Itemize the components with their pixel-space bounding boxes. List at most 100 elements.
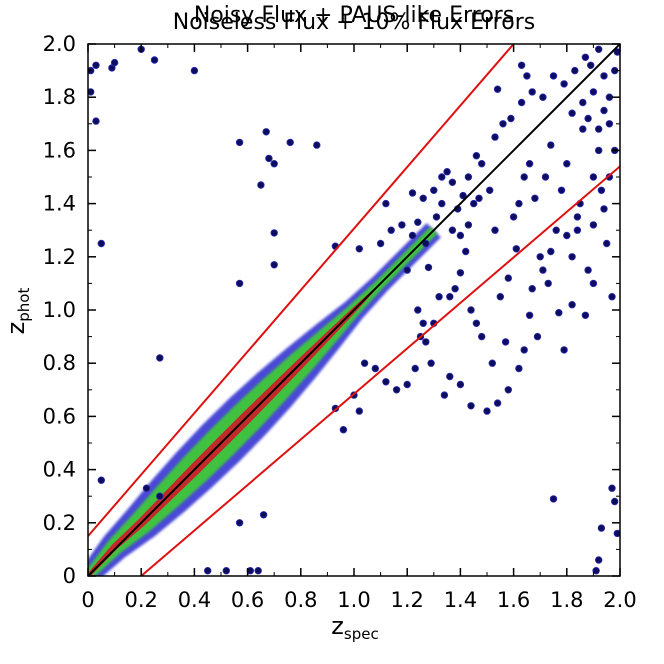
data-point [520,173,528,181]
data-point [501,338,510,346]
x-tick-label: 1.8 [550,588,583,612]
data-point [528,88,536,96]
data-point [467,402,475,410]
y-axis-label-sub: phot [15,288,33,322]
data-point [235,138,244,147]
x-tick-label: 0 [81,588,94,612]
y-tick-label: 1.4 [43,192,76,216]
data-point [355,245,363,253]
data-point [525,159,534,168]
data-point [608,484,616,492]
data-point [539,266,547,274]
data-point [589,88,598,96]
data-point [581,311,590,319]
data-point [257,181,265,189]
data-point [581,53,590,61]
data-point [595,45,603,53]
data-point [203,567,212,575]
data-point [525,311,534,319]
x-tick-label: 2.0 [603,588,636,612]
data-point [478,159,486,168]
x-axis-label-main: z [331,612,344,640]
data-point [88,88,95,96]
data-point [456,231,465,240]
data-point [584,266,592,274]
y-tick-label: 1.2 [43,245,76,269]
data-point [464,173,473,181]
data-point [464,221,473,229]
data-point [403,266,411,274]
data-point [376,239,385,248]
data-point [600,205,608,213]
data-point [470,199,478,208]
data-point [432,213,441,221]
data-point [491,226,499,234]
data-point [472,319,481,327]
data-point [549,72,558,80]
data-point [603,239,611,248]
data-point [613,529,620,538]
data-point [573,226,582,234]
data-point [515,199,523,208]
data-point [408,231,417,240]
data-point [555,309,563,317]
x-tick-label: 1.4 [444,588,477,612]
y-tick-label: 1.8 [43,85,76,109]
y-tick-label: 1.6 [43,138,76,162]
data-point [438,199,446,208]
data-point [459,191,467,200]
data-point [422,239,430,248]
data-point [438,173,446,181]
data-point [254,567,262,575]
data-point [270,159,278,168]
data-point [403,380,411,389]
data-point [504,274,512,282]
data-point [507,114,515,123]
data-point [270,261,278,269]
chart-title-line-1: Noisy Flux + PAUS-like Errors [194,3,514,28]
data-point [608,293,616,301]
data-point [597,186,606,194]
data-point [600,72,608,80]
data-point [611,497,619,506]
y-axis-label: zphot [2,288,33,335]
data-point [517,98,526,107]
data-point [589,279,598,288]
data-point [478,332,486,341]
data-point [451,285,459,293]
data-point [265,154,273,163]
y-tick-label: 1.0 [43,298,76,322]
data-point [560,80,568,88]
data-point [584,114,592,123]
y-tick-label: 0.8 [43,351,76,375]
data-point [563,231,571,240]
data-point [531,194,539,202]
data-point [440,391,449,399]
reference-lines [88,44,620,576]
data-point [92,117,100,125]
data-point [446,293,454,301]
x-tick-label: 1.2 [390,588,423,612]
data-point [387,226,395,234]
data-point [592,567,600,575]
data-point [392,386,401,394]
data-point [486,186,494,194]
data-point [448,226,457,234]
data-point [190,66,199,75]
data-point [443,167,451,176]
data-point [422,338,430,346]
data-point [605,120,614,128]
data-point [424,263,433,272]
data-point [595,556,603,564]
data-point [595,125,603,133]
y-tick-label: 2.0 [43,32,76,56]
chart-title-line-2: Noiseless Flux + 10% Flux Errors [173,10,535,35]
data-point [600,106,608,115]
data-point [398,221,406,229]
data-point [488,359,496,367]
data-point [589,173,598,181]
y-tick-label: 0.2 [43,511,76,535]
data-point [419,319,427,327]
data-point [472,151,481,160]
data-point [360,359,369,367]
